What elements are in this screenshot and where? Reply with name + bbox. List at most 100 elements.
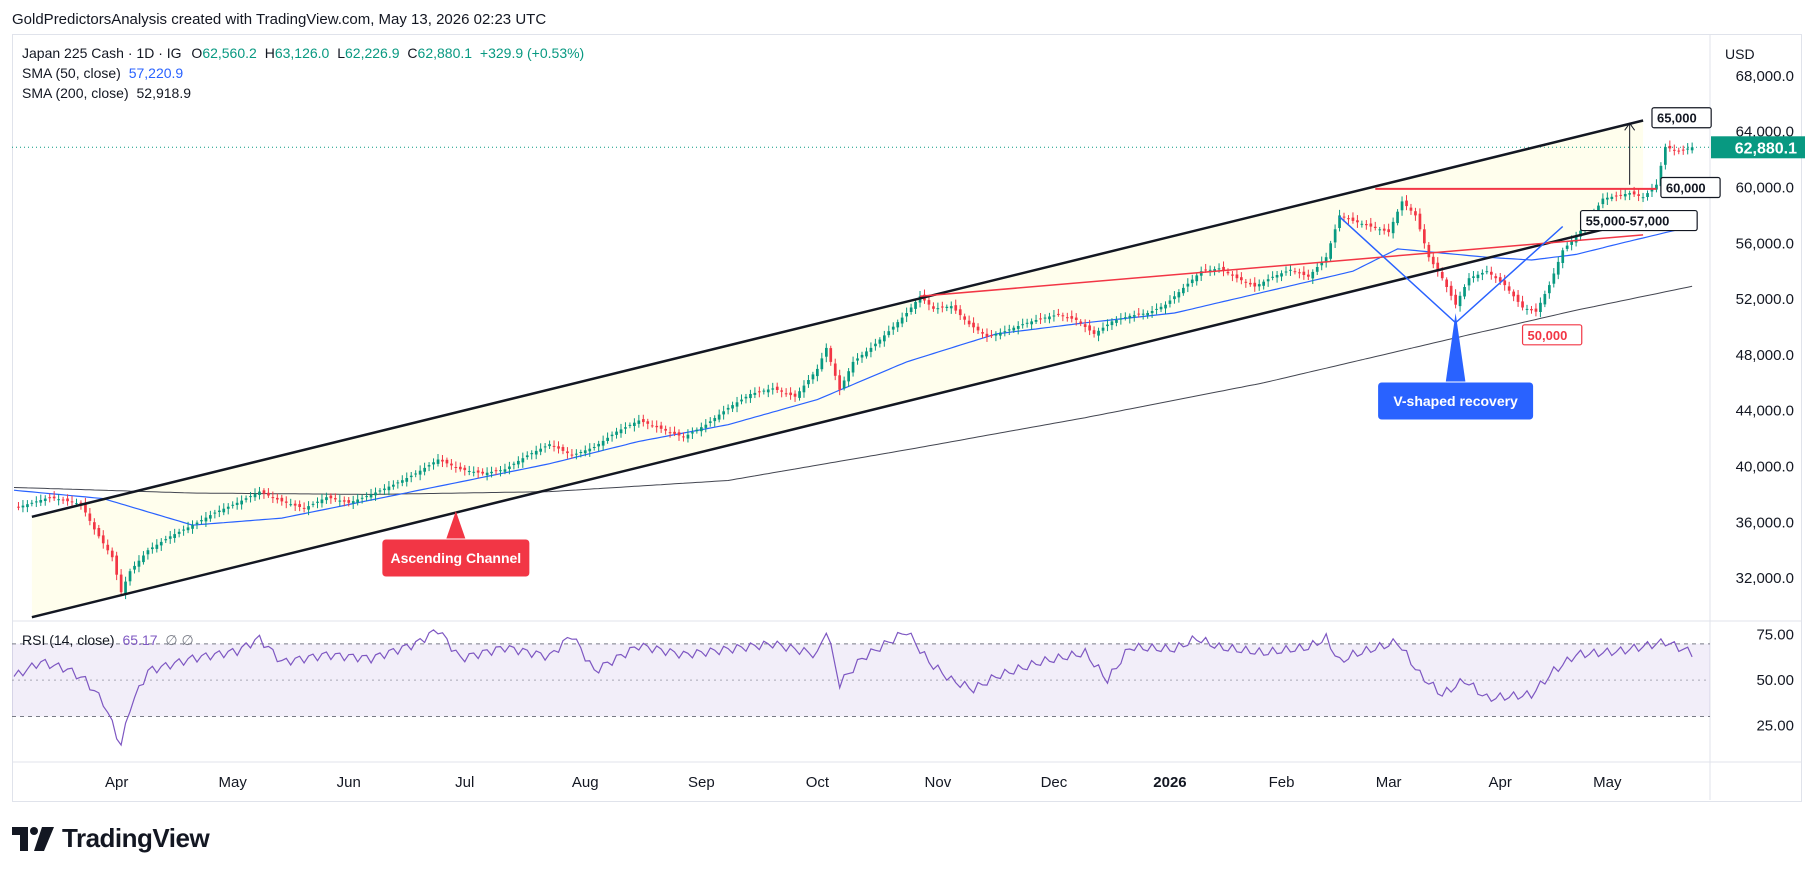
candle bbox=[1101, 327, 1105, 331]
candle bbox=[1556, 261, 1560, 275]
candle bbox=[1007, 329, 1011, 331]
candle bbox=[271, 497, 275, 499]
candle bbox=[436, 459, 440, 464]
candle bbox=[374, 492, 377, 496]
price-tick-label: 68,000.0 bbox=[1736, 68, 1794, 85]
sma50-value: 57,220.9 bbox=[128, 65, 184, 81]
candle bbox=[307, 506, 310, 510]
candle bbox=[235, 502, 239, 505]
candle bbox=[1614, 195, 1618, 197]
candle bbox=[48, 497, 52, 499]
candle bbox=[825, 347, 828, 357]
candle bbox=[1079, 321, 1083, 324]
candle bbox=[459, 466, 462, 470]
candle bbox=[1043, 317, 1047, 319]
candle bbox=[1561, 250, 1565, 263]
candle bbox=[1168, 300, 1172, 304]
candle bbox=[548, 444, 551, 447]
sma50-line bbox=[13, 225, 1693, 526]
candle bbox=[869, 347, 873, 352]
candle bbox=[298, 504, 301, 507]
candle bbox=[1039, 318, 1042, 320]
candle bbox=[133, 565, 136, 570]
label-55000-57000: 55,000-57,000 bbox=[1586, 214, 1670, 229]
candle bbox=[1610, 196, 1614, 199]
candle bbox=[1012, 327, 1016, 331]
candle bbox=[57, 499, 60, 501]
candle bbox=[731, 405, 734, 409]
candle bbox=[494, 470, 498, 472]
chart-frame bbox=[12, 34, 1802, 802]
candle bbox=[865, 351, 868, 357]
candle bbox=[1057, 313, 1060, 315]
candle bbox=[30, 502, 34, 504]
candle bbox=[43, 498, 47, 501]
candle bbox=[1463, 287, 1466, 297]
time-tick-label: Jun bbox=[337, 774, 361, 791]
candle bbox=[1159, 306, 1163, 310]
candle bbox=[392, 484, 395, 487]
candle bbox=[789, 392, 792, 396]
tradingview-logo-icon bbox=[12, 826, 54, 851]
candle bbox=[378, 490, 382, 492]
candle bbox=[1525, 308, 1529, 310]
candle bbox=[1141, 313, 1145, 315]
candle bbox=[1338, 215, 1341, 228]
candle bbox=[1128, 315, 1132, 319]
candle bbox=[1235, 274, 1239, 279]
candle bbox=[1106, 324, 1109, 327]
time-tick-label: Dec bbox=[1041, 774, 1068, 791]
callout-ascending-channel: Ascending Channel bbox=[391, 550, 522, 566]
last-price-badge bbox=[1711, 136, 1805, 159]
time-tick-label: May bbox=[1593, 774, 1622, 791]
candle bbox=[383, 488, 386, 491]
candle bbox=[195, 522, 199, 525]
candle bbox=[1244, 281, 1248, 283]
label-65000-box bbox=[1651, 107, 1712, 129]
legend-close: 62,880.1 bbox=[417, 45, 473, 61]
candle bbox=[802, 385, 806, 393]
candle bbox=[1293, 271, 1297, 273]
candle bbox=[159, 541, 163, 546]
candle bbox=[1418, 213, 1422, 230]
candle bbox=[811, 374, 815, 380]
time-tick-label: Aug bbox=[572, 774, 599, 791]
legend-high-label: H bbox=[264, 45, 275, 61]
candle bbox=[592, 447, 596, 448]
rsi-tick-label: 25.00 bbox=[1756, 718, 1794, 735]
candle bbox=[530, 453, 534, 455]
candle bbox=[1329, 243, 1332, 259]
candle bbox=[749, 394, 752, 399]
candle bbox=[84, 502, 87, 513]
sma200-value: 52,918.9 bbox=[136, 85, 192, 101]
candle bbox=[575, 453, 578, 455]
candle bbox=[414, 473, 417, 475]
candle bbox=[17, 506, 20, 508]
ohlc-legend: Japan 225 Cash · 1D · IG O62,560.2 H63,1… bbox=[22, 43, 584, 63]
candle bbox=[401, 480, 404, 483]
candle bbox=[1262, 281, 1265, 286]
rsi-legend: RSI (14, close) 65.17 ∅ ∅ bbox=[22, 630, 194, 650]
candle bbox=[976, 326, 980, 331]
candle bbox=[356, 499, 359, 503]
legend-open-label: O bbox=[191, 45, 203, 61]
candle bbox=[21, 505, 25, 508]
candle bbox=[1498, 277, 1502, 282]
candle bbox=[427, 465, 431, 467]
candle bbox=[1253, 282, 1257, 287]
candle bbox=[191, 525, 194, 529]
candle bbox=[423, 467, 426, 472]
candle bbox=[990, 335, 993, 337]
candle bbox=[249, 496, 252, 498]
candle bbox=[1396, 211, 1399, 224]
candle bbox=[1333, 229, 1337, 243]
tradingview-wordmark: TradingView bbox=[62, 823, 210, 853]
candle bbox=[780, 390, 783, 392]
tradingview-brand[interactable]: TradingView bbox=[12, 823, 210, 854]
candle bbox=[231, 504, 235, 506]
candle bbox=[517, 460, 520, 465]
candle bbox=[833, 363, 837, 376]
candle bbox=[816, 368, 819, 377]
callout-v-recovery: V-shaped recovery bbox=[1393, 393, 1518, 409]
